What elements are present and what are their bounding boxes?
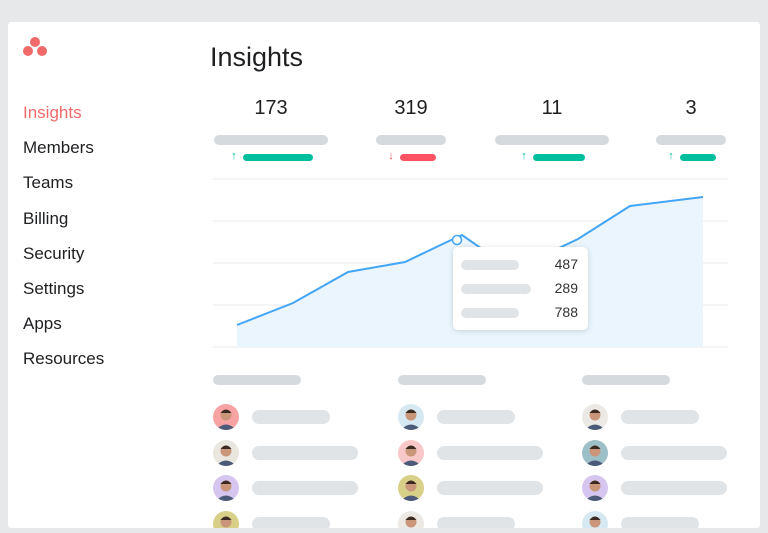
member-name-placeholder xyxy=(621,481,727,495)
asana-logo-icon[interactable] xyxy=(22,36,48,58)
tooltip-value: 289 xyxy=(554,280,578,296)
avatar[interactable] xyxy=(398,404,424,430)
person-icon xyxy=(585,480,605,501)
avatar[interactable] xyxy=(213,511,239,528)
stat-value: 3 xyxy=(685,97,697,119)
trend-bar xyxy=(533,154,585,161)
stat-value: 319 xyxy=(394,97,428,119)
chart-line xyxy=(236,196,704,326)
stat-value: 11 xyxy=(541,97,563,119)
person-icon xyxy=(216,445,236,466)
stat-value: 173 xyxy=(254,97,288,119)
member-name-placeholder xyxy=(252,481,358,495)
person-icon xyxy=(216,480,236,501)
stat-label-placeholder xyxy=(656,135,726,145)
person-icon xyxy=(585,409,605,430)
tooltip-label-placeholder xyxy=(461,260,519,270)
column-header-placeholder xyxy=(398,375,486,385)
member-name-placeholder xyxy=(252,446,358,460)
sidebar-item-insights[interactable]: Insights xyxy=(23,103,82,122)
person-icon xyxy=(405,516,417,528)
avatar[interactable] xyxy=(398,440,424,466)
member-name-placeholder xyxy=(252,517,330,528)
tooltip-label-placeholder xyxy=(461,284,531,294)
member-name-placeholder xyxy=(621,517,699,528)
tooltip-value: 788 xyxy=(554,304,578,320)
sidebar-item-settings[interactable]: Settings xyxy=(23,279,85,298)
chart-tooltip: 487 289 788 xyxy=(453,247,588,330)
tooltip-value: 487 xyxy=(554,256,578,272)
sidebar-item-security[interactable]: Security xyxy=(23,243,85,263)
avatar[interactable] xyxy=(582,440,608,466)
page-title: Insights xyxy=(210,42,304,72)
stat-label-placeholder xyxy=(376,135,446,145)
person-icon xyxy=(220,516,232,528)
member-name-placeholder xyxy=(437,410,515,424)
person-icon xyxy=(401,445,421,466)
avatar[interactable] xyxy=(582,475,608,501)
app-window: Insights Members Teams Billing Security Setti… xyxy=(8,22,760,528)
avatar[interactable] xyxy=(582,404,608,430)
arrow-down-icon: ↓ xyxy=(388,150,394,162)
avatar[interactable] xyxy=(582,511,608,528)
insights-chart xyxy=(213,178,728,348)
trend-bar xyxy=(243,154,313,161)
person-icon xyxy=(401,480,421,501)
stat-label-placeholder xyxy=(214,135,328,145)
avatar[interactable] xyxy=(213,475,239,501)
sidebar-item-members[interactable]: Members xyxy=(23,138,94,158)
trend-bar xyxy=(400,154,436,161)
arrow-up-icon: ↑ xyxy=(668,150,674,162)
avatar[interactable] xyxy=(213,404,239,430)
stat-label-placeholder xyxy=(495,135,609,145)
member-name-placeholder xyxy=(252,410,330,424)
member-name-placeholder xyxy=(437,517,515,528)
avatar[interactable] xyxy=(398,475,424,501)
avatar[interactable] xyxy=(213,440,239,466)
member-name-placeholder xyxy=(437,481,543,495)
column-header-placeholder xyxy=(213,375,301,385)
arrow-up-icon: ↑ xyxy=(521,150,527,162)
chart-hover-point[interactable] xyxy=(451,234,463,246)
tooltip-label-placeholder xyxy=(461,308,519,318)
person-icon xyxy=(216,409,236,430)
person-icon xyxy=(585,445,605,466)
member-name-placeholder xyxy=(621,410,699,424)
arrow-up-icon: ↑ xyxy=(231,150,237,162)
sidebar-item-apps[interactable]: Apps xyxy=(23,314,62,334)
sidebar-item-resources[interactable]: Resources xyxy=(23,349,105,369)
column-header-placeholder xyxy=(582,375,670,385)
sidebar-item-billing[interactable]: Billing xyxy=(23,208,69,228)
member-name-placeholder xyxy=(437,446,543,460)
person-icon xyxy=(589,516,601,528)
person-icon xyxy=(401,409,421,430)
member-name-placeholder xyxy=(621,446,727,460)
avatar[interactable] xyxy=(398,511,424,528)
sidebar-item-teams[interactable]: Teams xyxy=(23,173,74,193)
trend-bar xyxy=(680,154,716,161)
